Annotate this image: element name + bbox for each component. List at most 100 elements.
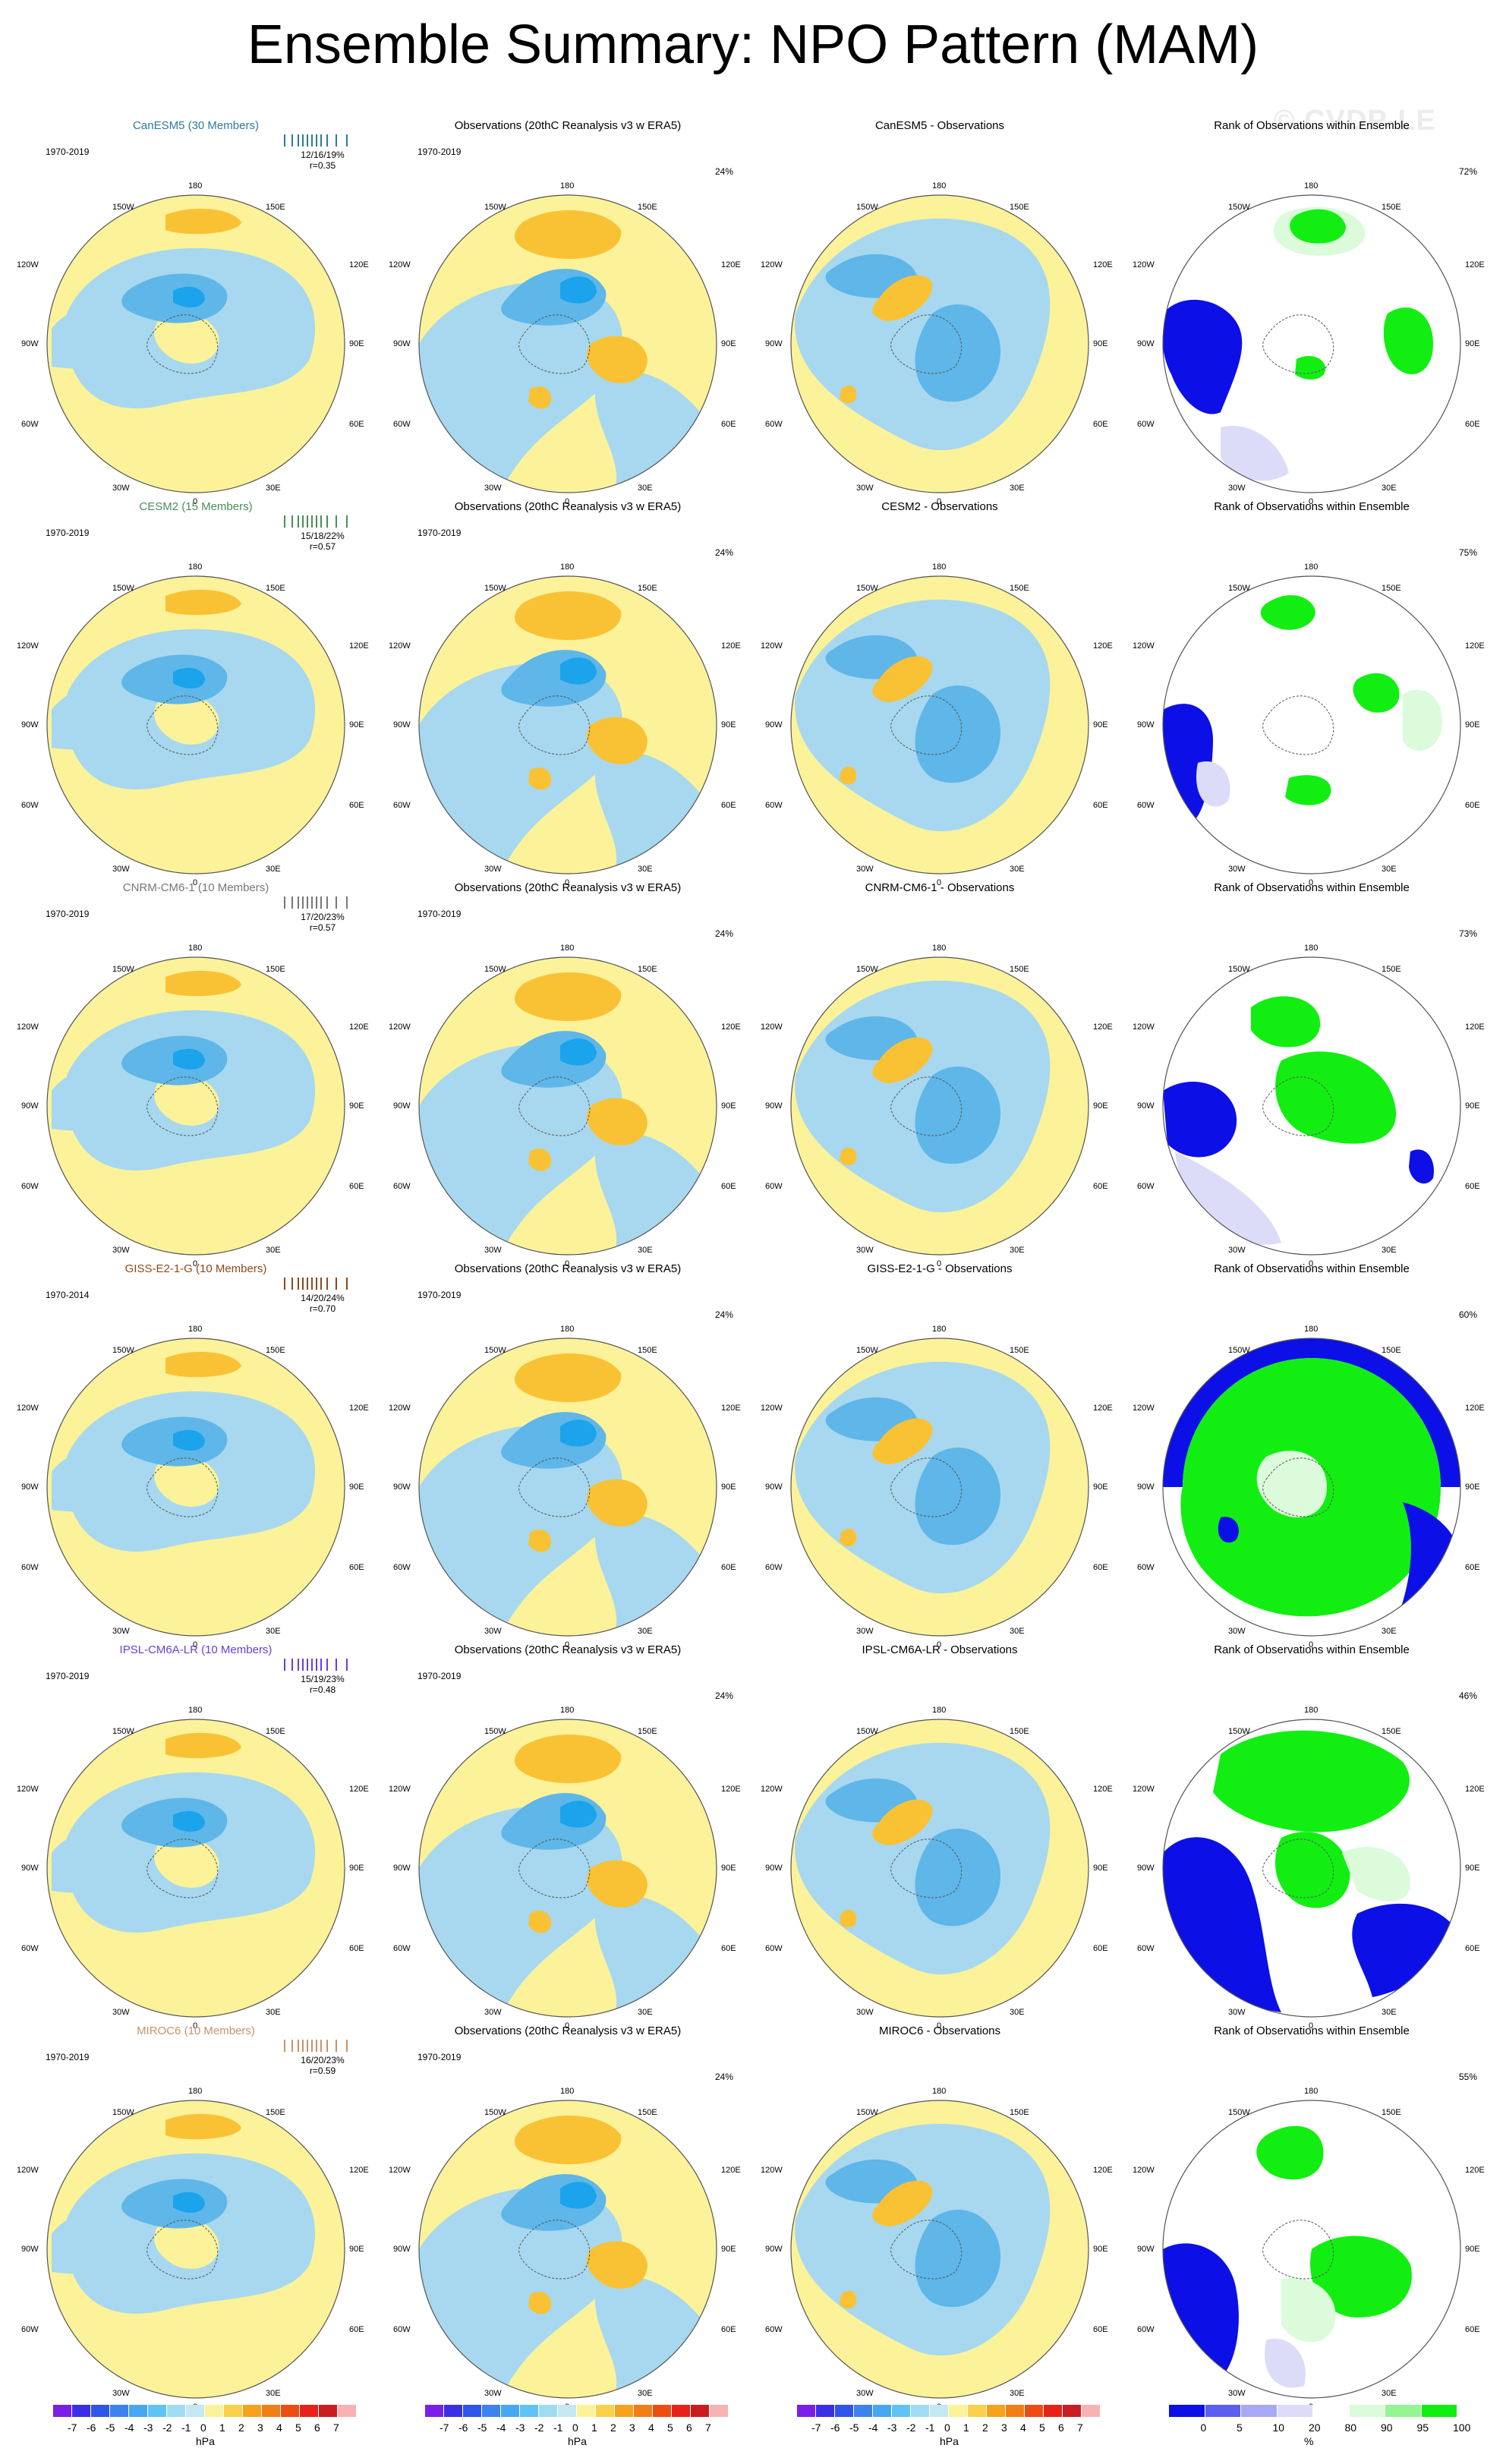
colorbar-swatch (1063, 2405, 1082, 2417)
map-label-r1: 120E (1465, 1785, 1485, 1794)
ensemble-tick (302, 896, 304, 909)
colorbar-swatch (634, 2405, 653, 2417)
map-label-l2: 90W (393, 339, 411, 348)
colorbar-swatch (911, 2405, 930, 2417)
map-label-l1: 120W (389, 260, 411, 269)
map-label-r1: 120E (1093, 1404, 1113, 1413)
colorbar-tick-label: 0 (572, 2421, 578, 2434)
colorbar-tick-label: 0 (944, 2421, 950, 2434)
map-label-r1: 120E (349, 1404, 369, 1413)
ensemble-tick (284, 1278, 285, 1290)
panel-title: IPSL-CM6A-LR (10 Members) (119, 1643, 273, 1656)
map-label-l3: 60W (21, 2325, 39, 2334)
coastline (1262, 1457, 1334, 1517)
map-label-l1: 120W (1133, 260, 1155, 269)
map-label-br: 30E (638, 484, 653, 493)
map-label-br: 30E (1382, 2389, 1397, 2398)
ensemble-tick (320, 2040, 322, 2052)
ensemble-tick (291, 1278, 293, 1290)
map-label-br: 30E (1382, 1627, 1397, 1636)
map-label-top: 180 (932, 1325, 947, 1334)
map-diff-2 (790, 575, 1089, 874)
map-label-ur: 150E (638, 2108, 657, 2117)
colorbar-tick-label: -6 (830, 2421, 840, 2434)
map-anomaly-region (1213, 1730, 1410, 1832)
map-label-l1: 120W (1133, 1022, 1155, 1032)
map-label-l2: 90W (1137, 1864, 1155, 1873)
map-label-l2: 90W (21, 1864, 39, 1873)
map-label-l3: 60W (21, 1182, 39, 1191)
ensemble-tick (326, 1659, 328, 1671)
map-label-bottom: 0 (565, 878, 570, 887)
map-label-r3: 60E (721, 1944, 736, 1953)
map-border (790, 2100, 1089, 2399)
map-anomaly-region (154, 2218, 219, 2269)
map-label-l2: 90W (765, 1482, 783, 1492)
colorbar-swatch (129, 2405, 148, 2417)
map-label-r2: 90E (349, 1864, 364, 1873)
map-label-l1: 120W (17, 1404, 39, 1413)
colorbar-swatch (930, 2405, 949, 2417)
map-anomaly-region (52, 308, 138, 369)
map-label-top: 180 (560, 562, 575, 572)
coastline (147, 2220, 219, 2280)
map-anomaly-region (52, 1451, 138, 1512)
colorbar-tick-label: -7 (811, 2421, 821, 2434)
map-obs-1 (418, 194, 717, 493)
ensemble-tick (302, 1278, 304, 1290)
colorbar-swatch (615, 2405, 634, 2417)
ensemble-tick (346, 515, 348, 528)
panel-model-row-4: 180 150W 150E 120W 120E 90W 90E 60W 60E 30W 30E 0 GI… (8, 1262, 384, 1649)
colorbar-swatch (319, 2405, 338, 2417)
colorbar-tick-label: 5 (1237, 2421, 1243, 2434)
colorbar-tick-label: 1 (219, 2421, 225, 2434)
map-anomaly-region (1256, 2125, 1324, 2180)
map-label-ur: 150E (266, 584, 285, 593)
colorbar-tick-label: 5 (667, 2421, 673, 2434)
panel-title: MIROC6 - Observations (878, 2024, 1001, 2037)
ensemble-tick (326, 2040, 328, 2052)
colorbar-tick-label: 1 (963, 2421, 969, 2434)
map-anomaly-region (154, 694, 219, 745)
coastline (518, 695, 591, 755)
map-anomaly-region (515, 1734, 622, 1784)
panel-model-row-2: 180 150W 150E 120W 120E 90W 90E 60W 60E 30W 30E 0 CE… (8, 500, 384, 887)
panel-model-row-3: 180 150W 150E 120W 120E 90W 90E 60W 60E 30W 30E 0 CN… (8, 881, 384, 1268)
map-label-r3: 60E (349, 2325, 364, 2334)
panel-rank-row-6: 180 150W 150E 120W 120E 90W 90E 60W 60E 30W 30E 0Ra… (1123, 2024, 1500, 2412)
colorbar-tick-label: 0 (200, 2421, 206, 2434)
colorbar-tick-label: 80 (1344, 2421, 1357, 2434)
ensemble-tick (302, 515, 304, 528)
map-label-r3: 60E (1465, 801, 1480, 810)
map-border (1162, 194, 1461, 493)
map-label-r2: 90E (349, 339, 364, 348)
map-label-l3: 60W (765, 1182, 783, 1191)
map-anomaly-region (587, 1479, 647, 1527)
colorbar-tick-label: 2 (610, 2421, 616, 2434)
pattern-correlation: r=0.35 (309, 160, 336, 171)
ensemble-tick (320, 896, 322, 909)
colorbar-tick-label: 3 (257, 2421, 263, 2434)
panel-obs-row-6: 180 150W 150E 120W 120E 90W 90E 60W 60E 30W 30E 0Ob… (380, 2024, 756, 2412)
map-label-l1: 120W (761, 1022, 783, 1032)
map-label-ur: 150E (1010, 1346, 1029, 1355)
map-label-r2: 90E (721, 1101, 736, 1111)
map-anomaly-region (52, 1070, 138, 1131)
map-label-ur: 150E (1382, 965, 1401, 974)
map-label-l3: 60W (765, 1563, 783, 1572)
colorbar-swatch (520, 2405, 539, 2417)
panel-diff-row-5: 180 150W 150E 120W 120E 90W 90E 60W 60E 30W 30E 0 IP… (751, 1643, 1128, 2031)
panel-title: GISS-E2-1-G - Observations (867, 1262, 1013, 1275)
map-anomaly-region (419, 2187, 622, 2386)
rank-percent: 75% (1459, 547, 1478, 558)
map-label-l3: 60W (1137, 420, 1155, 429)
map-label-bl: 30W (112, 2008, 130, 2017)
map-label-r3: 60E (1465, 1944, 1480, 1953)
ensemble-tick (320, 1659, 322, 1671)
map-label-ur: 150E (1382, 203, 1401, 212)
map-label-top: 180 (560, 1325, 575, 1334)
map-anomaly-region (515, 2115, 622, 2165)
map-label-br: 30E (1382, 865, 1397, 874)
map-label-top: 180 (932, 1706, 947, 1715)
map-model-4 (46, 1338, 345, 1637)
